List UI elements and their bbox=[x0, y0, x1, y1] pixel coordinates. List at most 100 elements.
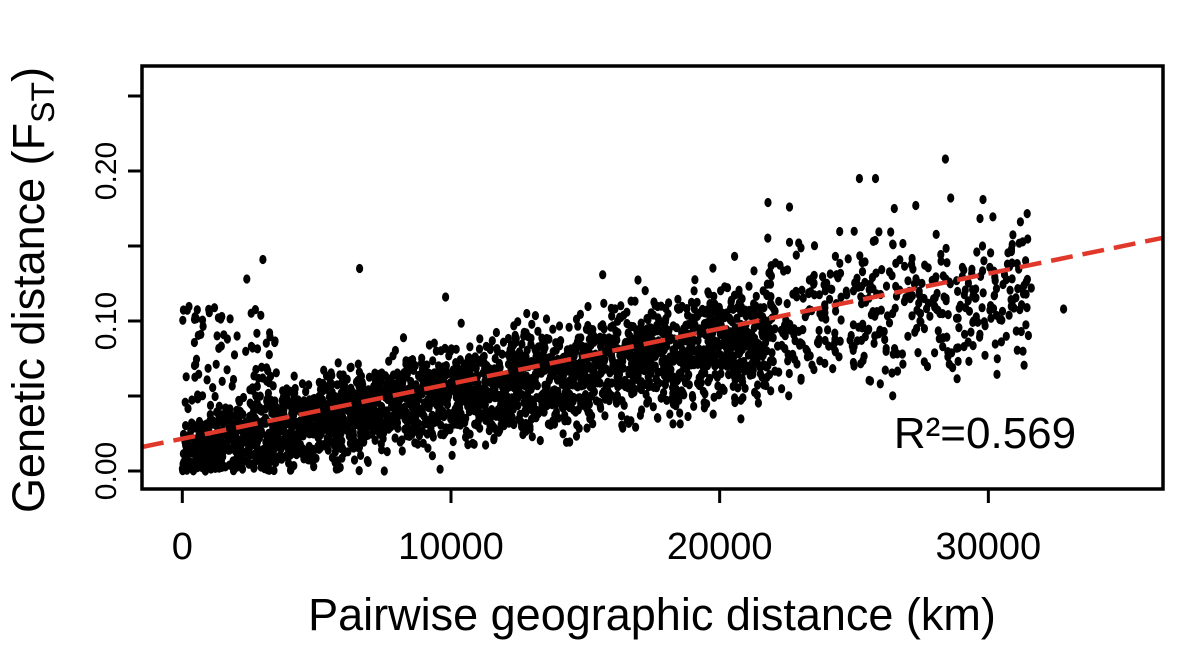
scatter-point bbox=[496, 412, 504, 422]
scatter-point bbox=[504, 397, 512, 407]
scatter-point bbox=[969, 341, 977, 351]
y-axis: 0.00 0.10 0.20 bbox=[90, 94, 142, 500]
scatter-point bbox=[628, 389, 636, 399]
scatter-point bbox=[632, 422, 640, 432]
scatter-point bbox=[626, 368, 634, 378]
scatter-point bbox=[334, 456, 342, 466]
scatter-point bbox=[920, 357, 928, 367]
scatter-point bbox=[1023, 209, 1031, 219]
scatter-point bbox=[498, 376, 506, 386]
scatter-point bbox=[697, 371, 705, 381]
scatter-point bbox=[345, 431, 353, 441]
scatter-point bbox=[775, 367, 783, 377]
scatter-point bbox=[877, 305, 885, 315]
scatter-point bbox=[466, 365, 474, 375]
scatter-point bbox=[969, 317, 977, 327]
scatter-point bbox=[709, 409, 717, 419]
scatter-point bbox=[793, 359, 801, 369]
scatter-point bbox=[488, 336, 496, 346]
scatter-point bbox=[737, 414, 745, 424]
scatter-point bbox=[993, 354, 1001, 364]
y-axis-title: Genetic distance (FST) bbox=[3, 67, 61, 513]
scatter-point bbox=[514, 317, 522, 327]
y-tick-label: 0.10 bbox=[90, 292, 123, 350]
scatter-point bbox=[837, 315, 845, 325]
scatter-point bbox=[706, 373, 714, 383]
scatter-point bbox=[290, 448, 298, 458]
scatter-point bbox=[233, 462, 241, 472]
scatter-point bbox=[858, 258, 866, 268]
scatter-point bbox=[391, 396, 399, 406]
scatter-point bbox=[915, 298, 923, 308]
scatter-point bbox=[1024, 330, 1032, 341]
scatter-point bbox=[604, 387, 613, 397]
scatter-point bbox=[855, 173, 864, 184]
scatter-point bbox=[236, 455, 244, 466]
scatter-point bbox=[782, 315, 790, 325]
scatter-point bbox=[669, 419, 677, 429]
scatter-point bbox=[211, 391, 219, 402]
scatter-point bbox=[333, 423, 341, 433]
regression-line bbox=[141, 235, 1164, 450]
scatter-point bbox=[408, 402, 416, 412]
scatter-point bbox=[980, 256, 988, 266]
scatter-point bbox=[396, 437, 404, 447]
scatter-point bbox=[974, 317, 982, 327]
scatter-point bbox=[623, 318, 631, 329]
scatter-point bbox=[617, 312, 625, 323]
scatter-point bbox=[737, 395, 745, 405]
scatter-point bbox=[442, 361, 450, 371]
scatter-point bbox=[657, 317, 665, 327]
scatter-point bbox=[424, 416, 432, 426]
scatter-point bbox=[531, 311, 540, 321]
scatter-point bbox=[621, 338, 630, 348]
scatter-point bbox=[685, 380, 693, 390]
scatter-point bbox=[932, 229, 940, 239]
scatter-point bbox=[308, 455, 316, 466]
scatter-point bbox=[1022, 320, 1030, 330]
scatter-point bbox=[199, 321, 207, 331]
scatter-point bbox=[575, 393, 583, 403]
scatter-point bbox=[419, 376, 427, 386]
scatter-point bbox=[766, 279, 775, 289]
scatter-point bbox=[182, 372, 190, 382]
scatter-point bbox=[323, 425, 331, 435]
scatter-point bbox=[693, 311, 702, 321]
scatter-point bbox=[611, 304, 619, 314]
scatter-point bbox=[729, 304, 737, 314]
scatter-point bbox=[929, 294, 938, 304]
scatter-point bbox=[916, 316, 924, 326]
scatter-point bbox=[188, 418, 196, 428]
scatter-point bbox=[821, 335, 829, 346]
scatter-point bbox=[491, 353, 499, 364]
scatter-point bbox=[881, 334, 889, 345]
scatter-point bbox=[564, 364, 572, 374]
scatter-point bbox=[209, 419, 217, 429]
scatter-point bbox=[781, 343, 789, 354]
scatter-point bbox=[883, 311, 892, 321]
scatter-point bbox=[858, 267, 867, 277]
scatter-point bbox=[182, 439, 190, 449]
scatter-point bbox=[584, 301, 592, 312]
scatter-point bbox=[452, 403, 460, 414]
scatter-point bbox=[805, 288, 813, 298]
scatter-point bbox=[778, 384, 786, 394]
scatter-point bbox=[847, 330, 855, 341]
scatter-point bbox=[632, 365, 641, 375]
scatter-point bbox=[355, 466, 363, 476]
scatter-point bbox=[238, 464, 247, 474]
scatter-point bbox=[899, 359, 907, 369]
scatter-point bbox=[376, 411, 384, 421]
scatter-point bbox=[943, 332, 951, 342]
scatter-point bbox=[617, 411, 626, 421]
scatter-point bbox=[882, 281, 891, 291]
scatter-point bbox=[647, 351, 656, 361]
scatter-point bbox=[754, 380, 762, 390]
scatter-point bbox=[718, 356, 726, 366]
scatter-point bbox=[991, 276, 999, 286]
scatter-point bbox=[398, 446, 406, 456]
scatter-point bbox=[522, 328, 530, 338]
scatter-point bbox=[555, 321, 564, 331]
scatter-point bbox=[384, 394, 392, 405]
scatter-point bbox=[247, 400, 255, 410]
